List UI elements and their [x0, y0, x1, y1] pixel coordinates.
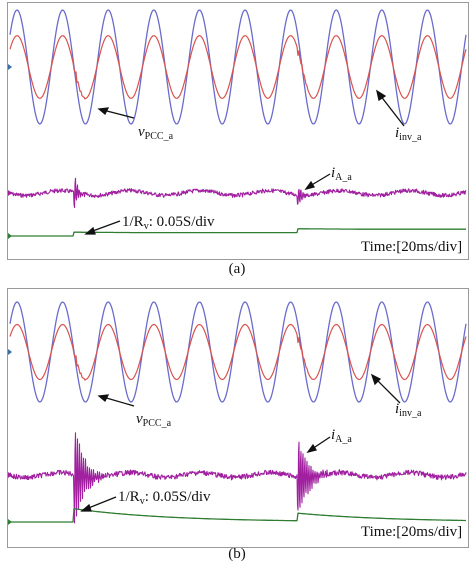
annotation-arrows-b — [80, 373, 401, 512]
channel-marker-b-1 — [8, 472, 12, 478]
traces-a — [8, 9, 467, 239]
waveform-plot-b: vPCC_a iinv_a iA_a 1/Rv: 0.05S/div Time:… — [8, 301, 467, 540]
trace-i-a-a — [9, 177, 467, 209]
arrowhead-i-a-b — [306, 443, 318, 454]
caption-b: (b) — [228, 546, 246, 562]
arrowhead-i-inv-a — [376, 89, 387, 102]
arrow-i-a-a — [309, 173, 331, 187]
channel-marker-b-0 — [8, 349, 12, 355]
channel-marker-a-2 — [8, 233, 12, 239]
time-scale-label-b: Time:[20ms/div] — [361, 524, 462, 540]
arrowhead-v-pcc-b — [97, 394, 110, 403]
trace-v-pcc-a — [9, 9, 467, 125]
arrow-i-inv-b — [374, 377, 401, 404]
trace-v-pcc-b — [9, 301, 467, 403]
arrow-rv-a — [89, 220, 121, 233]
caption-a: (a) — [228, 261, 246, 277]
arrowhead-i-inv-b — [370, 373, 382, 386]
label-i-inv-a: iinv_a — [395, 125, 422, 143]
arrowhead-v-pcc-a — [97, 107, 110, 116]
label-rv-b: 1/Rv: 0.05S/div — [118, 489, 211, 507]
arrow-i-a-b — [311, 436, 331, 450]
time-scale-label-a: Time:[20ms/div] — [361, 239, 462, 255]
label-i-a-b: iA_a — [331, 427, 352, 445]
label-i-inv-b: iinv_a — [395, 401, 422, 419]
label-v-pcc-a: vPCC_a — [138, 124, 174, 142]
arrow-v-pcc-b — [102, 396, 135, 407]
annotation-arrows-a — [84, 89, 405, 235]
arrow-rv-b — [85, 496, 117, 510]
trace-rv-b — [10, 508, 466, 523]
label-rv-a: 1/Rv: 0.05S/div — [122, 214, 215, 232]
trace-i-a-b — [9, 432, 467, 524]
oscilloscope-panel-a: vPCC_a iinv_a iA_a 1/Rv: 0.05S/div Time:… — [7, 2, 469, 260]
arrowhead-i-a-a — [304, 180, 316, 191]
label-v-pcc-b: vPCC_a — [136, 411, 172, 429]
arrow-v-pcc-a — [102, 109, 135, 119]
waveform-plot-a: vPCC_a iinv_a iA_a 1/Rv: 0.05S/div Time:… — [8, 9, 467, 255]
arrowhead-rv-a — [84, 226, 96, 235]
label-i-a-a: iA_a — [331, 165, 352, 183]
arrow-i-inv-a — [379, 94, 405, 127]
oscilloscope-panel-b: vPCC_a iinv_a iA_a 1/Rv: 0.05S/div Time:… — [7, 288, 469, 548]
arrowhead-rv-b — [80, 503, 92, 512]
channel-marker-a-1 — [8, 190, 12, 196]
channel-marker-a-0 — [8, 64, 12, 70]
trace-i-inv-a — [9, 35, 467, 100]
trace-rv-a — [10, 228, 466, 237]
trace-i-inv-b — [9, 323, 467, 381]
channel-marker-b-2 — [8, 519, 12, 525]
